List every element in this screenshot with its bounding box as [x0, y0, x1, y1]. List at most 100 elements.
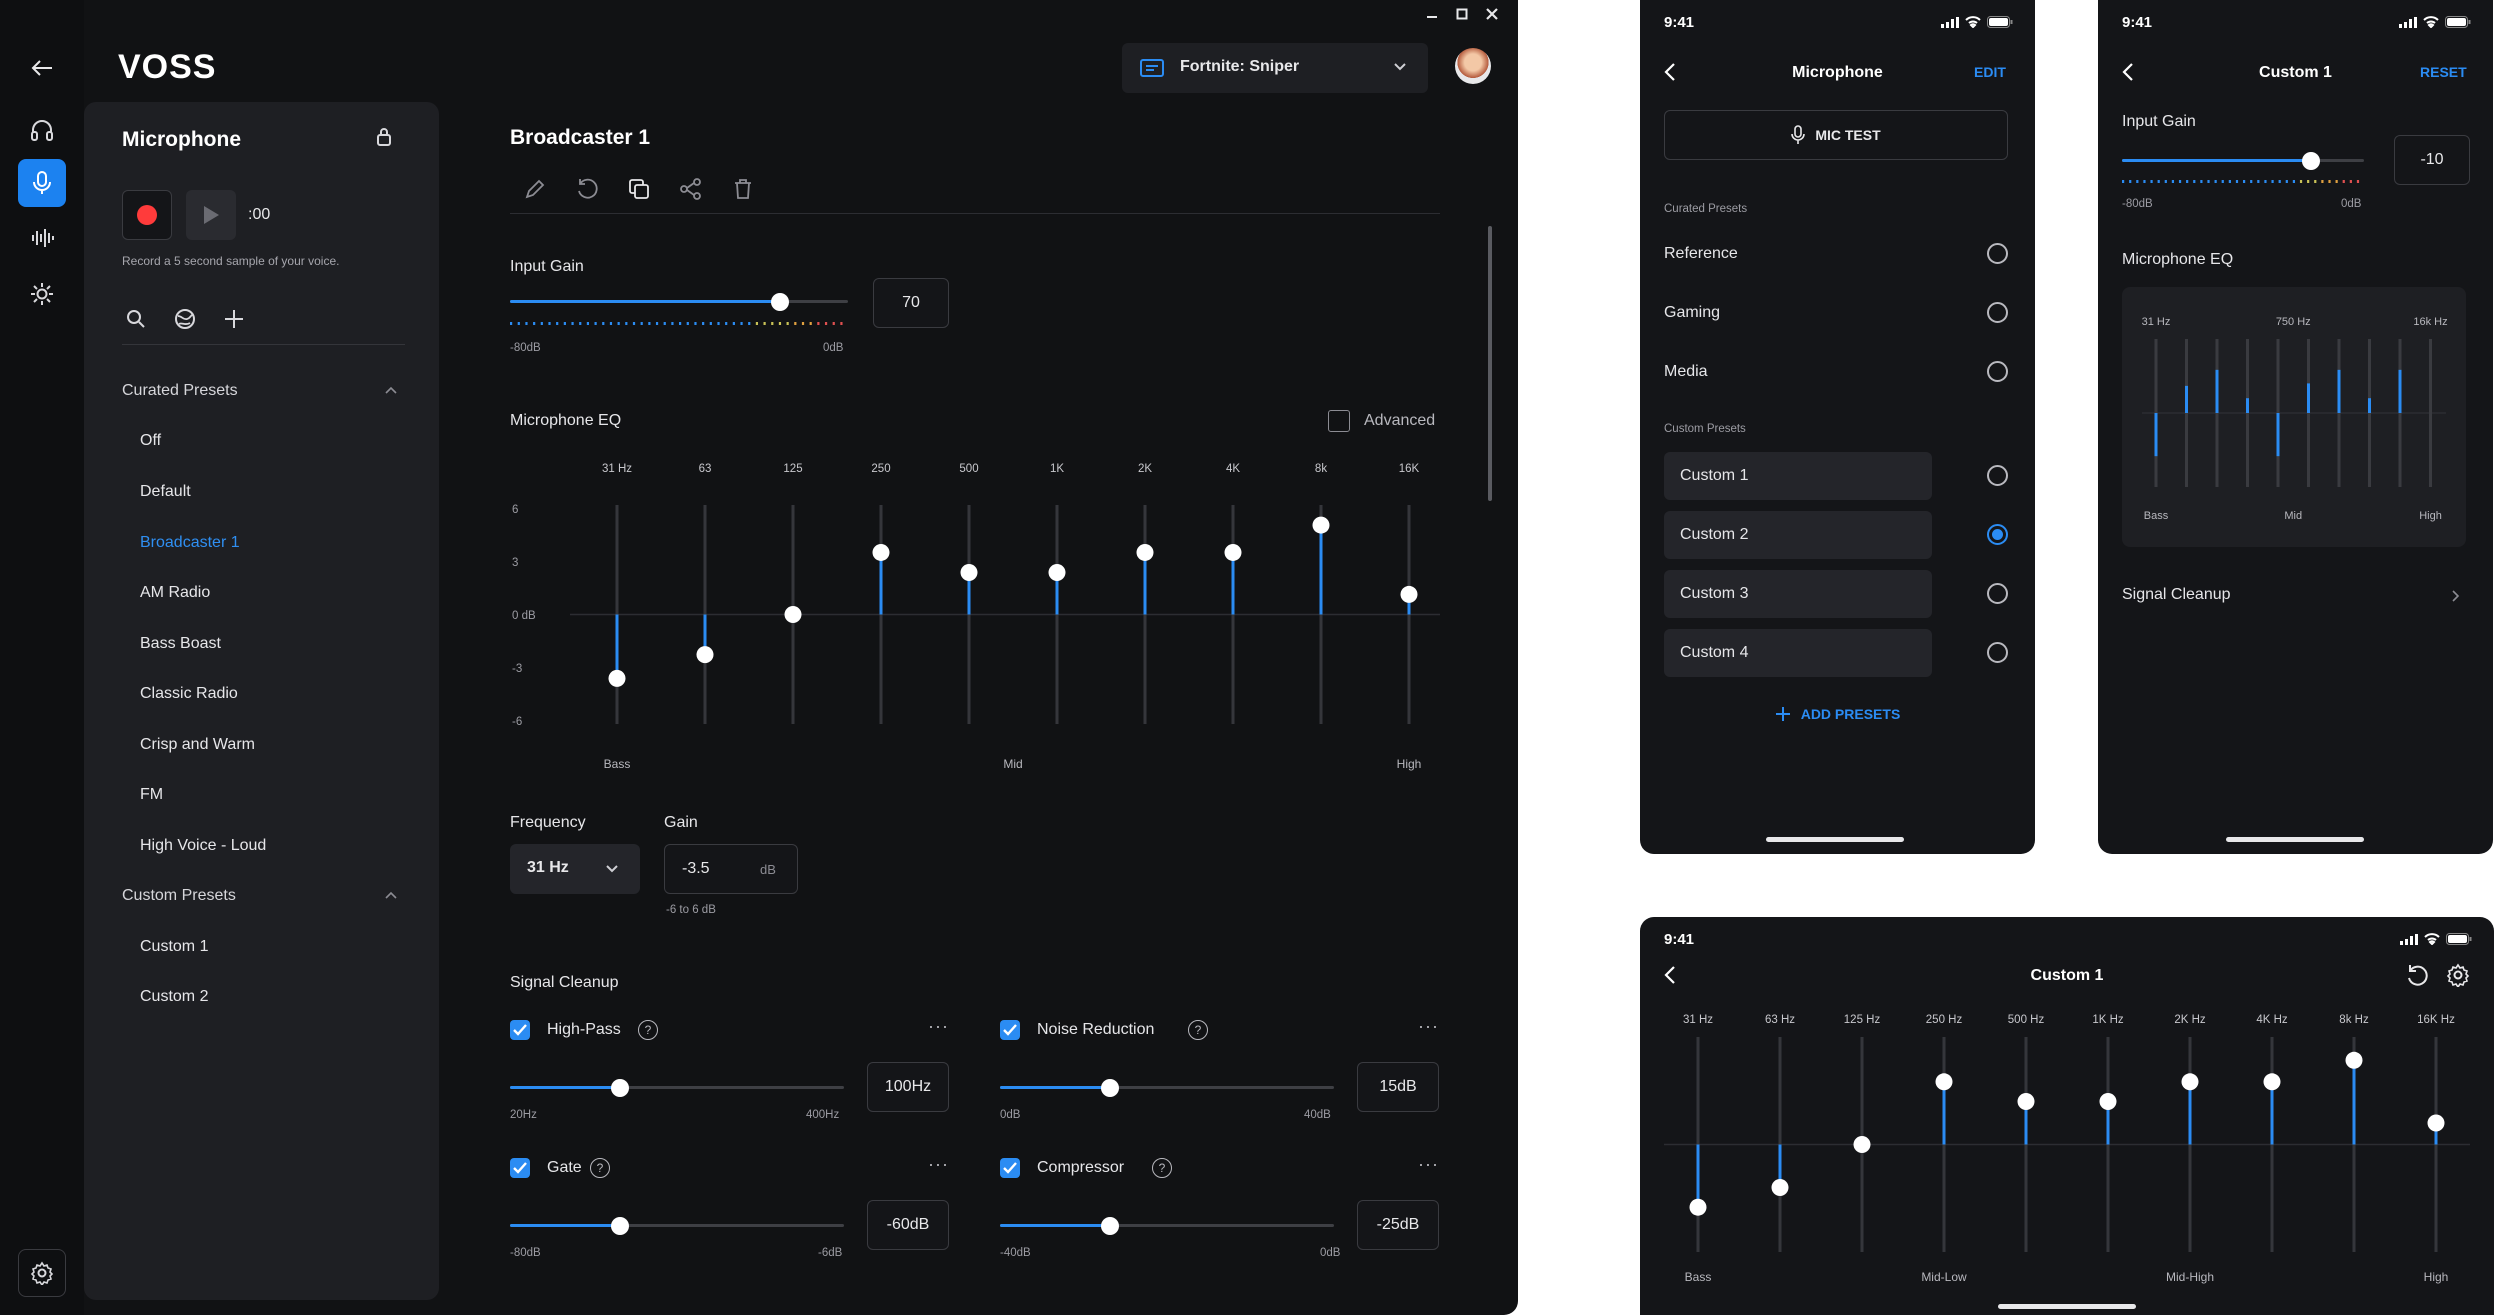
- radio-button[interactable]: [1987, 302, 2008, 323]
- eq-band-knob[interactable]: [1689, 1198, 1707, 1216]
- eq-mini-graph[interactable]: 31 Hz 750 Hz 16k Hz Bass Mid High: [2122, 287, 2466, 547]
- radio-button[interactable]: [1987, 243, 2008, 264]
- cleanup-slider[interactable]: [1000, 1078, 1334, 1097]
- slider-knob[interactable]: [1101, 1216, 1120, 1235]
- reset-icon[interactable]: [2406, 963, 2430, 987]
- play-button[interactable]: [186, 190, 236, 240]
- slider-knob[interactable]: [2301, 151, 2320, 170]
- preset-item[interactable]: Bass Boast: [140, 635, 221, 652]
- cleanup-checkbox[interactable]: [1000, 1158, 1020, 1178]
- more-options-icon[interactable]: ···: [1418, 1016, 1439, 1036]
- chevron-up-icon[interactable]: [385, 386, 397, 394]
- eq-band-knob[interactable]: [1312, 516, 1330, 534]
- custom-preset-item[interactable]: Custom 3: [1664, 570, 1932, 618]
- curated-preset-item[interactable]: Media: [1664, 363, 1708, 380]
- help-icon[interactable]: ?: [638, 1020, 658, 1040]
- game-profile-dropdown[interactable]: Fortnite: Sniper: [1122, 43, 1428, 93]
- slider-knob[interactable]: [611, 1216, 630, 1235]
- eq-band-knob[interactable]: [1771, 1179, 1789, 1196]
- back-chevron-icon[interactable]: [1664, 965, 1676, 985]
- cleanup-slider[interactable]: [510, 1216, 844, 1235]
- more-options-icon[interactable]: ···: [928, 1016, 949, 1036]
- chevron-right-icon[interactable]: [2452, 590, 2460, 602]
- eq-band-knob[interactable]: [784, 606, 802, 623]
- delete-icon[interactable]: [732, 178, 754, 200]
- eq-band-knob[interactable]: [1048, 564, 1066, 582]
- back-button[interactable]: [18, 44, 66, 92]
- search-icon[interactable]: [126, 309, 146, 329]
- minimize-icon[interactable]: [1426, 8, 1438, 20]
- cleanup-checkbox[interactable]: [1000, 1020, 1020, 1040]
- cleanup-slider[interactable]: [1000, 1216, 1334, 1235]
- chevron-up-icon[interactable]: [385, 891, 397, 899]
- nav-lighting[interactable]: [18, 270, 66, 318]
- preset-item[interactable]: High Voice - Loud: [140, 837, 267, 854]
- preset-item[interactable]: Custom 2: [140, 988, 209, 1005]
- custom-presets-header[interactable]: Custom Presets: [122, 887, 236, 904]
- nav-microphone[interactable]: [18, 159, 66, 207]
- more-options-icon[interactable]: ···: [1418, 1154, 1439, 1174]
- nav-waveform[interactable]: [18, 214, 66, 262]
- nav-headphones[interactable]: [18, 106, 66, 154]
- mic-test-button[interactable]: MIC TEST: [1664, 110, 2008, 160]
- custom-preset-item[interactable]: Custom 2: [1664, 511, 1932, 559]
- preset-item[interactable]: FM: [140, 786, 164, 803]
- input-gain-value[interactable]: -10: [2394, 135, 2470, 185]
- eq-band-knob[interactable]: [872, 543, 890, 561]
- share-icon[interactable]: [680, 178, 702, 200]
- cleanup-slider[interactable]: [510, 1078, 844, 1097]
- settings-icon[interactable]: [2446, 963, 2470, 987]
- preset-item[interactable]: Custom 1: [140, 938, 209, 955]
- eq-band-knob[interactable]: [2427, 1114, 2445, 1132]
- radio-button[interactable]: [1987, 361, 2008, 382]
- add-presets-button[interactable]: ADD PRESETS: [1640, 706, 2035, 722]
- eq-band-knob[interactable]: [608, 669, 626, 687]
- input-gain-value[interactable]: 70: [873, 278, 949, 328]
- input-gain-slider[interactable]: [510, 292, 848, 311]
- community-presets-icon[interactable]: [174, 308, 196, 330]
- lock-icon[interactable]: [376, 126, 392, 148]
- cleanup-value[interactable]: 100Hz: [867, 1062, 949, 1112]
- eq-band-knob[interactable]: [2345, 1051, 2363, 1069]
- eq-band-knob[interactable]: [2263, 1073, 2281, 1091]
- eq-band-knob[interactable]: [2181, 1073, 2199, 1091]
- eq-landscape-graph[interactable]: 31 Hz 63 Hz 125 Hz 250 Hz 500 Hz 1K Hz 2K Hz 4K…: [1640, 997, 2494, 1297]
- radio-button[interactable]: [1987, 642, 2008, 663]
- curated-presets-header[interactable]: Curated Presets: [122, 382, 238, 399]
- eq-band-knob[interactable]: [1400, 585, 1418, 603]
- eq-band-knob[interactable]: [1136, 543, 1154, 561]
- eq-band-knob[interactable]: [1853, 1136, 1871, 1153]
- slider-knob[interactable]: [771, 292, 790, 311]
- cleanup-value[interactable]: -60dB: [867, 1200, 949, 1250]
- preset-item[interactable]: Default: [140, 483, 191, 500]
- more-options-icon[interactable]: ···: [928, 1154, 949, 1174]
- preset-item-selected[interactable]: Broadcaster 1: [140, 534, 240, 551]
- edit-button[interactable]: EDIT: [1974, 64, 2006, 80]
- scrollbar[interactable]: [1488, 226, 1492, 501]
- eq-card[interactable]: 31 Hz 750 Hz 16k Hz Bass Mid High: [2122, 287, 2466, 547]
- eq-band-knob[interactable]: [2099, 1093, 2117, 1110]
- reset-icon[interactable]: [576, 178, 598, 200]
- slider-knob[interactable]: [611, 1078, 630, 1097]
- radio-button[interactable]: [1987, 583, 2008, 604]
- close-icon[interactable]: [1486, 8, 1498, 20]
- frequency-select[interactable]: 31 Hz: [510, 844, 640, 894]
- help-icon[interactable]: ?: [1188, 1020, 1208, 1040]
- radio-button[interactable]: [1987, 524, 2008, 545]
- back-chevron-icon[interactable]: [2122, 62, 2134, 82]
- custom-preset-item[interactable]: Custom 4: [1664, 629, 1932, 677]
- eq-band-knob[interactable]: [960, 564, 978, 582]
- input-gain-slider[interactable]: [2122, 151, 2364, 170]
- help-icon[interactable]: ?: [1152, 1158, 1172, 1178]
- radio-button[interactable]: [1987, 465, 2008, 486]
- eq-band-knob[interactable]: [1224, 543, 1242, 561]
- custom-preset-item[interactable]: Custom 1: [1664, 452, 1932, 500]
- signal-cleanup-row[interactable]: Signal Cleanup: [2122, 586, 2231, 603]
- gain-input[interactable]: -3.5 dB: [664, 844, 798, 894]
- preset-item[interactable]: Off: [140, 432, 162, 449]
- back-chevron-icon[interactable]: [1664, 62, 1676, 82]
- cleanup-checkbox[interactable]: [510, 1158, 530, 1178]
- eq-band-knob[interactable]: [1935, 1073, 1953, 1091]
- cleanup-value[interactable]: 15dB: [1357, 1062, 1439, 1112]
- cleanup-value[interactable]: -25dB: [1357, 1200, 1439, 1250]
